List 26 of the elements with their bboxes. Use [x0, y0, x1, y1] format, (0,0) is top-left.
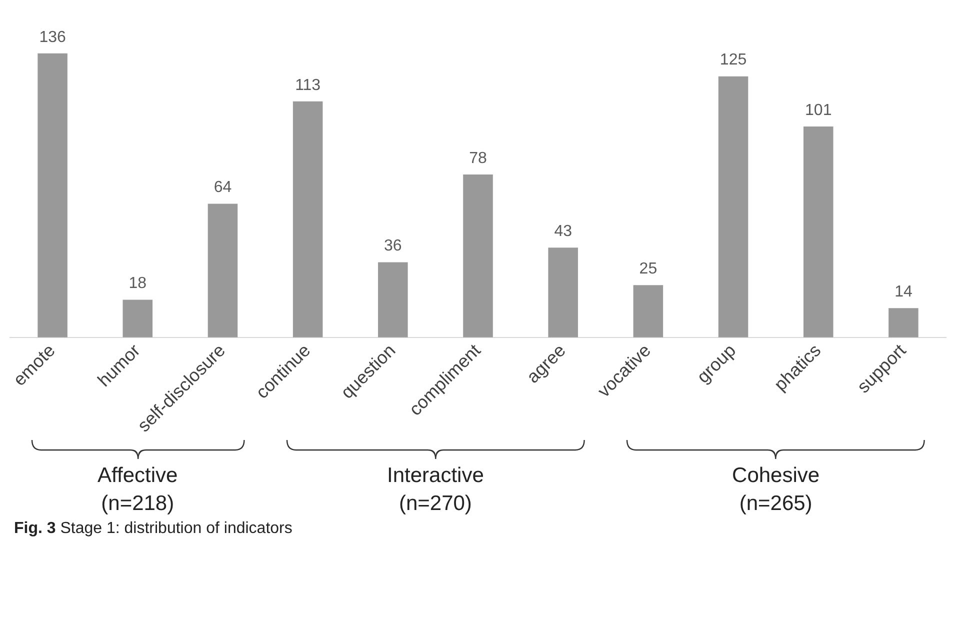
data-label: 64	[214, 179, 232, 196]
bar	[208, 204, 238, 338]
text: Cohesive (n=265)	[732, 463, 820, 517]
bar	[633, 285, 664, 338]
bar	[548, 248, 578, 338]
data-label: 36	[384, 238, 402, 255]
data-label: 136	[39, 28, 66, 46]
text: Interactive (n=270)	[387, 463, 484, 517]
data-label: 101	[805, 102, 832, 119]
bar	[888, 308, 918, 338]
data-label: 18	[128, 275, 147, 292]
bar	[292, 101, 323, 338]
bar	[718, 76, 748, 338]
bar	[803, 126, 834, 338]
text: Affective (n=218)	[98, 463, 178, 517]
bar	[38, 53, 68, 338]
data-label: 113	[295, 76, 321, 94]
data-label: 14	[894, 284, 912, 301]
data-label: 25	[639, 260, 658, 278]
data-label: 43	[554, 222, 572, 240]
caption: Fig. 3 Stage 1: distribution of indicators	[14, 520, 292, 538]
data-label: 125	[720, 52, 747, 69]
data-label: 78	[469, 150, 487, 167]
bar	[378, 262, 408, 338]
bar	[122, 300, 153, 338]
bar	[463, 174, 493, 338]
